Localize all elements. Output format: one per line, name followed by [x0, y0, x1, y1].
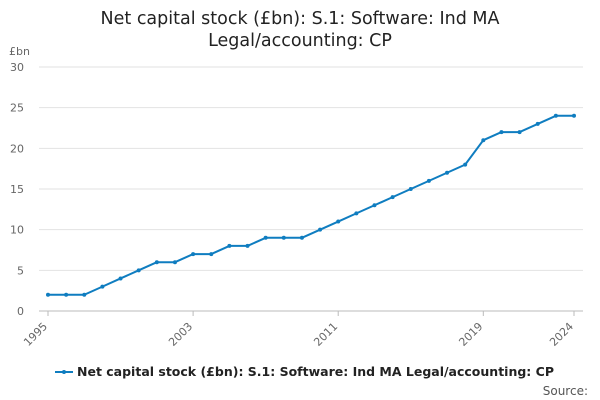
data-point: [535, 121, 540, 126]
legend: Net capital stock (£bn): S.1: Software: …: [55, 364, 554, 379]
data-point: [318, 227, 323, 232]
source-label: Source:: [542, 384, 588, 398]
data-point: [82, 292, 87, 297]
y-axis-ticks: 0 5 10 15 20 25 30: [10, 61, 24, 318]
data-point: [408, 187, 413, 191]
x-tick-label: 1995: [21, 320, 50, 349]
data-point: [572, 113, 576, 118]
data-point: [172, 260, 177, 265]
y-tick-label: 15: [10, 183, 24, 196]
data-point: [154, 260, 159, 265]
data-point: [209, 252, 214, 257]
chart-title-line-2: Legal/accounting: CP: [208, 31, 392, 51]
data-point: [64, 292, 69, 297]
data-point: [100, 284, 105, 289]
y-axis-unit-label: £bn: [9, 45, 30, 58]
data-point: [463, 162, 468, 167]
y-tick-label: 0: [17, 305, 24, 318]
x-tick-label: 2011: [311, 320, 340, 349]
data-point: [372, 203, 377, 208]
data-point: [390, 195, 395, 200]
y-tick-label: 25: [10, 102, 24, 115]
x-tick-label: 2024: [547, 320, 576, 349]
chart-title: Net capital stock (£bn): S.1: Software: …: [0, 8, 600, 52]
data-point: [354, 211, 359, 216]
data-point: [426, 178, 431, 183]
data-point: [281, 235, 286, 240]
legend-label: Net capital stock (£bn): S.1: Software: …: [77, 364, 554, 379]
data-point: [299, 235, 304, 240]
data-point: [263, 235, 268, 240]
x-tick-label: 2019: [456, 320, 485, 349]
series-group: [46, 113, 576, 297]
data-point: [517, 130, 522, 135]
legend-swatch: [55, 367, 73, 377]
data-point: [46, 292, 50, 297]
y-tick-label: 20: [10, 142, 24, 155]
data-point: [136, 268, 141, 273]
data-point: [245, 243, 250, 248]
data-point: [191, 252, 196, 257]
x-tick-label: 2003: [166, 320, 195, 349]
grid-lines: [39, 66, 583, 312]
y-tick-label: 5: [17, 264, 24, 277]
data-point: [481, 138, 486, 143]
data-point: [118, 276, 123, 281]
series-line: [48, 114, 574, 296]
chart-title-line-1: Net capital stock (£bn): S.1: Software: …: [100, 9, 500, 29]
data-point: [553, 113, 558, 118]
data-point: [499, 130, 504, 135]
data-point: [227, 243, 232, 248]
y-tick-label: 10: [10, 224, 24, 237]
x-axis-ticks: 1995 2003 2011 2019 2024: [21, 311, 576, 349]
data-point: [336, 219, 341, 224]
y-tick-label: 30: [10, 61, 24, 74]
data-point: [445, 170, 450, 175]
